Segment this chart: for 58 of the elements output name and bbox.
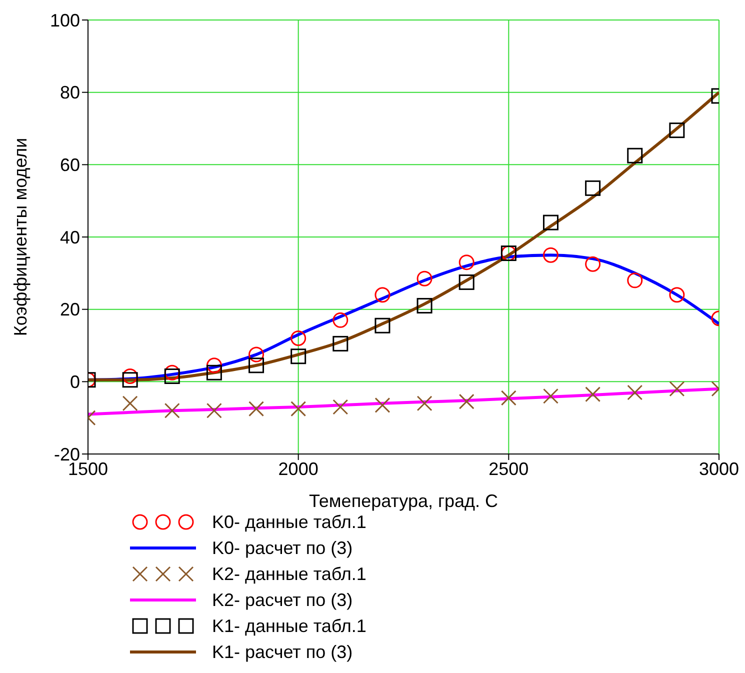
y-tick-label: 80 (60, 82, 80, 103)
point (458, 254, 474, 270)
point (248, 346, 264, 362)
point (585, 180, 601, 196)
legend-label: K0- расчет по (3) (212, 538, 353, 558)
legend-label: K2- расчет по (3) (212, 590, 353, 610)
legend-label: K1- данные табл.1 (212, 616, 366, 636)
point (627, 272, 643, 288)
point (542, 388, 558, 404)
point (500, 390, 516, 406)
point (248, 401, 264, 417)
y-tick-label: 100 (50, 10, 80, 30)
point (669, 287, 685, 303)
x-tick-label: 2500 (488, 458, 529, 479)
point (332, 336, 348, 352)
point (290, 330, 306, 346)
line-series (88, 387, 719, 416)
point (374, 397, 390, 413)
point (669, 122, 685, 138)
y-tick-label: 20 (60, 300, 80, 320)
point (164, 402, 180, 418)
y-tick-label: 0 (70, 372, 80, 392)
point (164, 368, 180, 384)
point (248, 358, 264, 374)
point (627, 384, 643, 400)
point (374, 287, 390, 303)
point (206, 402, 222, 418)
point (374, 318, 390, 334)
point (122, 368, 138, 384)
x-tick-label: 3000 (698, 458, 740, 479)
point (585, 256, 601, 272)
point (416, 270, 432, 286)
point (332, 312, 348, 328)
y-tick-label: 40 (60, 227, 80, 248)
point (332, 399, 348, 415)
point (542, 247, 558, 263)
point (416, 396, 432, 412)
y-axis-title: Коэффициенты модели (10, 138, 30, 336)
point (585, 386, 601, 402)
legend-label: K1- расчет по (3) (212, 642, 353, 662)
y-tick-label: 60 (60, 155, 80, 176)
point (290, 401, 306, 417)
point (290, 348, 306, 364)
point (458, 274, 474, 290)
point (122, 372, 138, 388)
point (206, 358, 222, 374)
legend-label: K2- данные табл.1 (212, 564, 366, 584)
point (164, 364, 180, 380)
point (458, 394, 474, 410)
point (627, 148, 643, 164)
point (122, 396, 138, 412)
x-axis-title: Темепература, град. С (308, 491, 498, 511)
point (669, 381, 685, 397)
point (542, 214, 558, 230)
legend-label: K0- данные табл.1 (212, 512, 366, 532)
point (416, 298, 432, 314)
x-tick-label: 2000 (278, 458, 318, 479)
point (206, 364, 222, 380)
